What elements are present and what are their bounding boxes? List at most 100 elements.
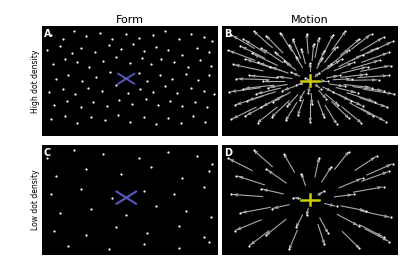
Point bbox=[267, 64, 273, 69]
Point bbox=[316, 156, 322, 160]
Point bbox=[84, 86, 91, 90]
Point bbox=[70, 29, 77, 34]
Point bbox=[109, 196, 116, 200]
Point bbox=[305, 91, 312, 95]
Point bbox=[102, 118, 108, 122]
Point bbox=[260, 79, 266, 83]
Point bbox=[263, 233, 270, 237]
Point bbox=[139, 56, 145, 60]
Point bbox=[240, 37, 247, 41]
Point bbox=[333, 204, 340, 209]
Point bbox=[200, 89, 207, 93]
Point bbox=[83, 167, 89, 171]
Point bbox=[86, 64, 93, 69]
Point bbox=[251, 148, 257, 153]
Point bbox=[351, 192, 357, 197]
Point bbox=[356, 224, 362, 228]
Point bbox=[282, 118, 289, 122]
Point bbox=[74, 121, 80, 125]
Point bbox=[48, 192, 54, 197]
Point bbox=[360, 176, 366, 180]
Point bbox=[233, 174, 240, 178]
Point bbox=[319, 56, 326, 60]
Point bbox=[211, 92, 217, 96]
Point bbox=[167, 99, 173, 103]
Point bbox=[78, 46, 84, 50]
Point bbox=[335, 103, 342, 107]
Point bbox=[333, 45, 340, 49]
Point bbox=[90, 100, 96, 104]
Point bbox=[53, 77, 59, 81]
Point bbox=[279, 89, 285, 93]
Text: Motion: Motion bbox=[291, 15, 329, 25]
Point bbox=[97, 30, 103, 35]
Point bbox=[202, 120, 208, 124]
Point bbox=[153, 122, 159, 126]
Point bbox=[112, 55, 119, 59]
Point bbox=[130, 42, 136, 46]
Point bbox=[302, 76, 308, 80]
Point bbox=[179, 53, 186, 57]
Point bbox=[268, 115, 275, 119]
Point bbox=[226, 90, 233, 94]
Point bbox=[209, 39, 216, 43]
Point bbox=[388, 215, 394, 219]
Point bbox=[330, 33, 336, 37]
Point bbox=[153, 204, 159, 209]
Point bbox=[65, 73, 72, 77]
Point bbox=[310, 42, 317, 46]
Point bbox=[156, 73, 163, 77]
Point bbox=[323, 96, 329, 101]
Point bbox=[286, 43, 292, 47]
Point bbox=[197, 58, 203, 62]
Point bbox=[141, 242, 147, 246]
Point bbox=[114, 113, 121, 117]
Point bbox=[304, 213, 310, 217]
Point bbox=[183, 209, 189, 213]
Point bbox=[176, 37, 182, 41]
Point bbox=[274, 74, 280, 79]
Point bbox=[179, 104, 186, 108]
Point bbox=[70, 148, 77, 153]
Point bbox=[304, 32, 310, 36]
Point bbox=[158, 57, 165, 61]
Point bbox=[230, 62, 236, 67]
Text: D: D bbox=[224, 148, 232, 158]
Point bbox=[165, 116, 172, 120]
Point bbox=[246, 244, 252, 248]
Point bbox=[328, 165, 334, 169]
Point bbox=[100, 152, 107, 156]
Point bbox=[388, 63, 394, 68]
Point bbox=[48, 33, 54, 37]
Point bbox=[263, 167, 270, 171]
Point bbox=[244, 99, 250, 103]
Point bbox=[150, 33, 156, 37]
Point bbox=[288, 70, 294, 74]
Point bbox=[192, 100, 198, 104]
Point bbox=[337, 73, 343, 77]
Text: A: A bbox=[44, 29, 51, 39]
Point bbox=[377, 58, 384, 62]
Point bbox=[240, 87, 247, 91]
Point bbox=[60, 87, 66, 91]
Point bbox=[100, 59, 107, 63]
Point bbox=[176, 246, 182, 250]
Point bbox=[206, 239, 212, 244]
Point bbox=[358, 121, 364, 125]
Point bbox=[321, 189, 328, 193]
Point bbox=[386, 239, 392, 244]
Point bbox=[56, 44, 63, 48]
Point bbox=[126, 120, 133, 124]
Point bbox=[162, 29, 168, 34]
Point bbox=[224, 156, 231, 160]
Point bbox=[79, 79, 86, 83]
Point bbox=[372, 100, 378, 104]
Point bbox=[272, 50, 278, 54]
Point bbox=[265, 86, 271, 90]
Point bbox=[233, 77, 240, 81]
Point bbox=[321, 242, 328, 246]
Point bbox=[386, 50, 392, 54]
Point bbox=[176, 224, 182, 228]
Point bbox=[206, 169, 212, 173]
Point bbox=[281, 59, 287, 63]
